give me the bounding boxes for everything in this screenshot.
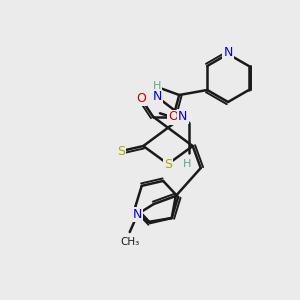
Text: S: S	[117, 145, 125, 158]
Text: N: N	[133, 208, 142, 220]
Text: N: N	[152, 91, 162, 103]
Text: N: N	[178, 110, 188, 123]
Text: S: S	[164, 158, 172, 170]
Text: CH₃: CH₃	[120, 237, 140, 247]
Text: O: O	[168, 110, 178, 124]
Text: O: O	[136, 92, 146, 105]
Text: H: H	[182, 159, 191, 169]
Text: N: N	[223, 46, 233, 59]
Text: H: H	[153, 81, 161, 91]
